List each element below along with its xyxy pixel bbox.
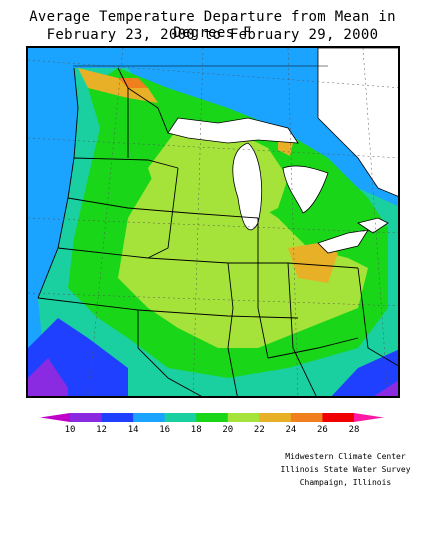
state-boundaries: [37, 67, 398, 396]
temperature-departure-map: [26, 46, 400, 398]
graticule: [28, 48, 398, 396]
credit-line2: Illinois State Water Survey: [280, 465, 411, 474]
legend-tick-label: 14: [127, 425, 139, 435]
credit-line3: Champaign, Illinois: [299, 478, 392, 487]
legend-tick-label: 12: [96, 425, 107, 435]
legend-tick-label: 20: [222, 425, 234, 435]
map-title-line2: February 23, 2000 to February 29, 2000: [46, 27, 379, 43]
legend-high-arrow: [354, 413, 384, 422]
legend-swatch: [133, 413, 166, 422]
legend-tick-label: 18: [190, 425, 202, 435]
water-bodies: [167, 48, 398, 254]
legend-tick-label: 24: [285, 425, 297, 435]
legend-swatch: [259, 413, 292, 422]
legend-swatch: [322, 413, 355, 422]
credit-line1: Midwestern Climate Center: [285, 452, 406, 461]
legend-swatch: [70, 413, 103, 422]
color-scale-legend: [40, 413, 384, 422]
legend-tick-label: 26: [317, 425, 328, 435]
legend-tick-label: 10: [64, 425, 76, 435]
map-title-line1: Average Temperature Departure from Mean …: [29, 9, 396, 41]
legend-low-arrow: [40, 413, 70, 422]
legend-swatch: [101, 413, 134, 422]
legend-tick-label: 16: [159, 425, 171, 435]
legend-swatch: [196, 413, 229, 422]
legend-tick-label: 28: [348, 425, 360, 435]
legend-tick-label: 22: [253, 425, 265, 435]
legend-swatch: [164, 413, 197, 422]
legend-swatch: [227, 413, 260, 422]
legend-swatch: [290, 413, 323, 422]
